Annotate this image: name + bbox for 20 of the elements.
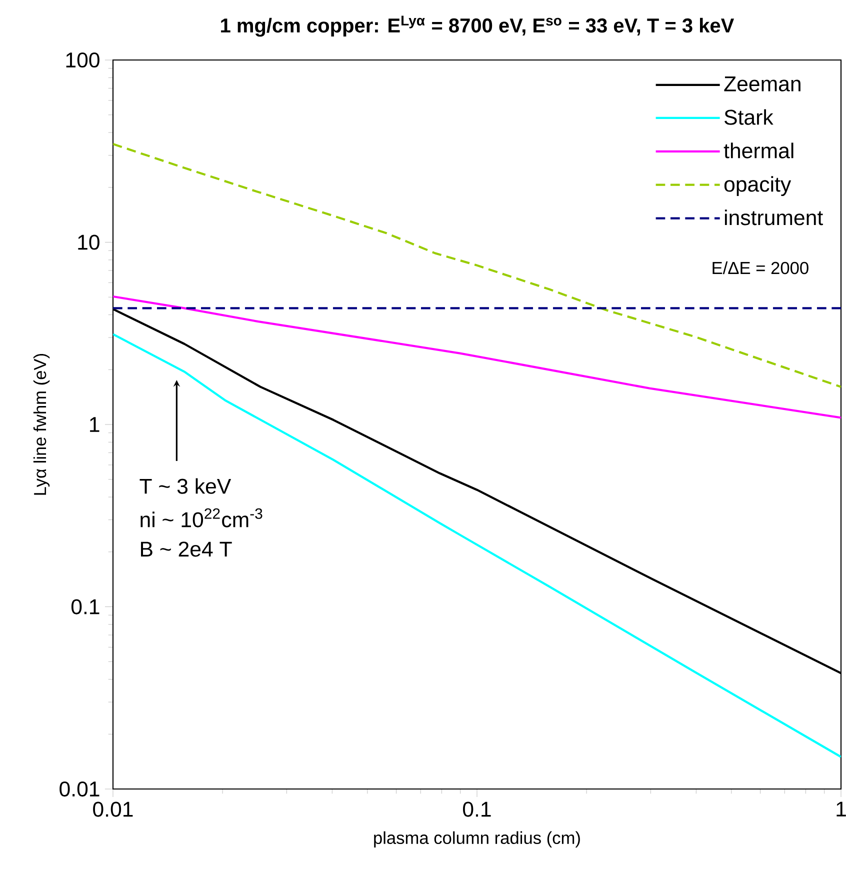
legend-label: instrument bbox=[724, 210, 823, 226]
chart-title: 1 mg/cm copper: E$^{Lyα}$ = 8700 eV, E$^{so}$ = 33 eV, T = 3 keV bbox=[221, 16, 734, 37]
y-tick-label: 1 bbox=[90, 417, 100, 432]
y-axis-title: Lyα line fwhm (eV) bbox=[33, 354, 50, 495]
x-axis-title: plasma column radius (cm) bbox=[374, 831, 580, 848]
x-tick-label: 1 bbox=[836, 802, 846, 816]
annotation: B ~ 2e4 T bbox=[141, 542, 232, 557]
legend-label: Stark bbox=[724, 109, 774, 125]
x-tick-label: 0.01 bbox=[93, 802, 133, 817]
y-tick-label: 0.1 bbox=[71, 599, 100, 614]
y-tick-label: 10 bbox=[78, 234, 100, 250]
legend-label: Zeeman bbox=[724, 76, 800, 92]
x-tick-label: 0.1 bbox=[463, 802, 491, 817]
annotation: E/ΔE = 2000 bbox=[712, 261, 808, 274]
annotation: T ~ 3 keV bbox=[140, 478, 232, 494]
legend-label: opacity bbox=[724, 176, 792, 196]
y-tick-label: 0.01 bbox=[60, 781, 100, 797]
legend-label: thermal bbox=[724, 142, 794, 158]
annotation: ni ~ 10$^{22}$cm$^{-3}$ bbox=[140, 508, 262, 528]
y-tick-label: 100 bbox=[66, 52, 100, 68]
